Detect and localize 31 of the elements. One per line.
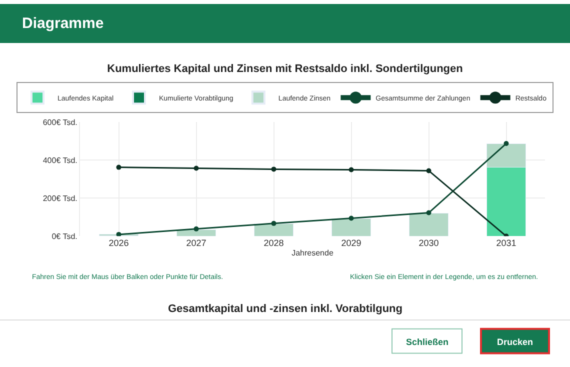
point [504,141,509,146]
text: Schließen [406,337,449,347]
point [426,210,432,216]
text: Gesamtkapital und -zinsen inkl. Vorabtilgung [168,303,402,315]
y-tick-label: 200€ Tsd. [42,194,78,203]
point [271,220,276,226]
bar [254,224,294,236]
x-tick-label: 2027 [186,238,206,248]
text: Diagramme [22,15,104,32]
point [348,167,354,172]
bar [176,229,216,236]
x-tick-label: 2028 [264,238,284,248]
x-axis-title: Jahresende [292,248,334,258]
x-tick-label: 2030 [418,238,439,248]
point [426,168,432,174]
y-tick-label: 600€ Tsd. [42,118,78,127]
y-tick-label: 400€ Tsd. [42,156,78,165]
point [271,166,276,172]
y-tick-label: 0€ Tsd. [52,232,78,241]
bar [409,213,448,236]
text: Drucken [497,337,534,347]
x-tick-label: 2031 [496,238,516,248]
point [194,166,199,171]
point [116,164,122,170]
point [194,226,199,232]
point [116,232,122,236]
point [348,216,354,221]
chart-title: Kumuliertes Kapital und Zinsen mit Restsaldo inkl. Sondertilgungen [107,62,464,75]
x-tick-label: 2026 [108,238,129,248]
x-tick-label: 2029 [341,238,362,248]
bar [332,218,371,236]
